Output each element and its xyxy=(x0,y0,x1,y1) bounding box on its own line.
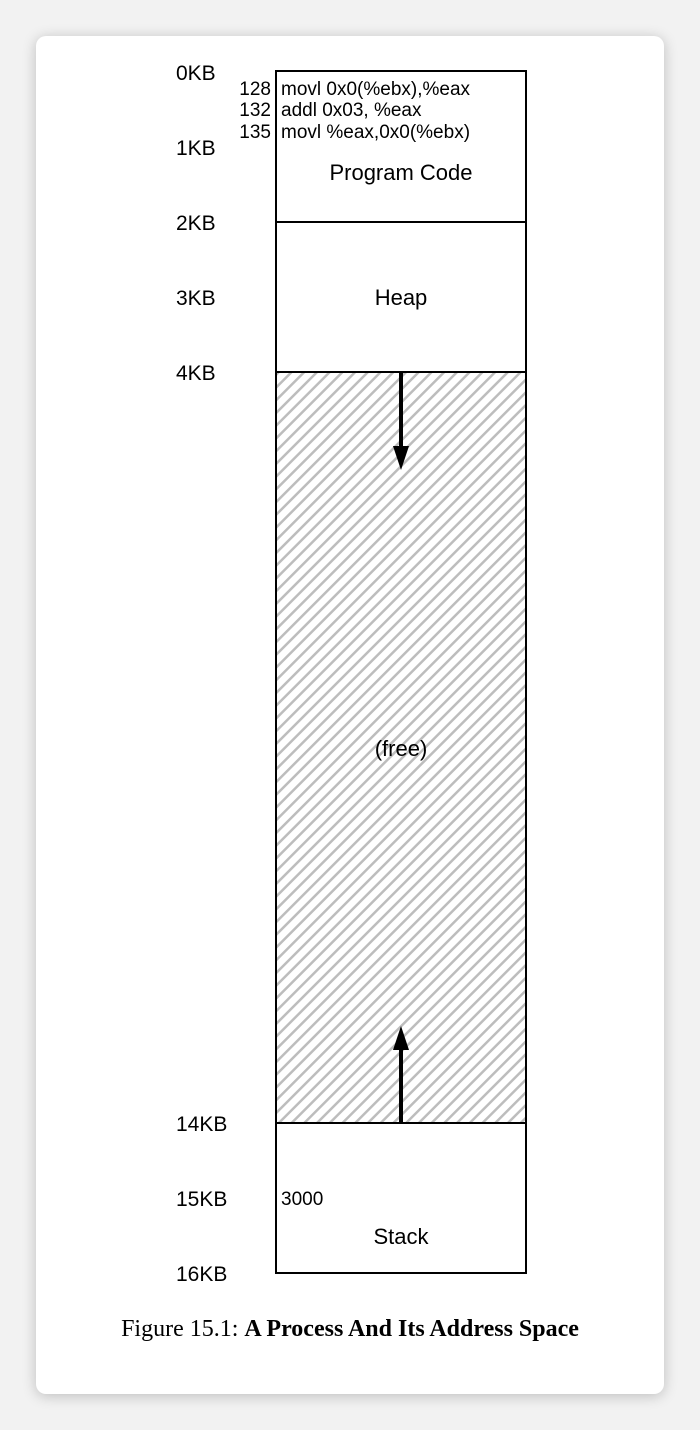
instruction-address: 132 xyxy=(239,100,271,121)
stack-growth-arrow xyxy=(393,1026,409,1123)
address-label-2kb: 2KB xyxy=(176,212,216,235)
address-label-3kb: 3KB xyxy=(176,287,216,310)
instruction-text: movl %eax,0x0(%ebx) xyxy=(281,122,470,143)
heap-label: Heap xyxy=(375,285,428,310)
address-space-diagram: 0KB 1KB 2KB 3KB 4KB 14KB 15KB 16KB 128 m… xyxy=(176,62,527,1286)
instruction-text: addl 0x03, %eax xyxy=(281,100,422,121)
stack-label: Stack xyxy=(373,1224,429,1249)
address-label-0kb: 0KB xyxy=(176,62,216,85)
address-label-14kb: 14KB xyxy=(176,1113,227,1136)
caption-prefix: Figure 15.1: xyxy=(121,1316,239,1342)
free-segment xyxy=(275,371,527,1124)
instruction-address: 128 xyxy=(239,79,271,100)
program-code-segment xyxy=(275,70,527,223)
figure-caption: Figure 15.1: A Process And Its Address S… xyxy=(0,1316,700,1343)
address-label-15kb: 15KB xyxy=(176,1188,227,1211)
program-code-label: Program Code xyxy=(329,160,472,185)
instruction-address: 135 xyxy=(239,122,271,143)
caption-title: A Process And Its Address Space xyxy=(244,1316,579,1342)
heap-growth-arrow xyxy=(393,372,409,470)
address-label-16kb: 16KB xyxy=(176,1263,227,1286)
stack-segment xyxy=(275,1122,527,1274)
stack-value: 3000 xyxy=(281,1189,323,1210)
address-label-1kb: 1KB xyxy=(176,137,216,160)
address-label-4kb: 4KB xyxy=(176,362,216,385)
free-label: (free) xyxy=(375,736,428,761)
instruction-text: movl 0x0(%ebx),%eax xyxy=(281,79,471,100)
heap-segment xyxy=(275,221,527,373)
